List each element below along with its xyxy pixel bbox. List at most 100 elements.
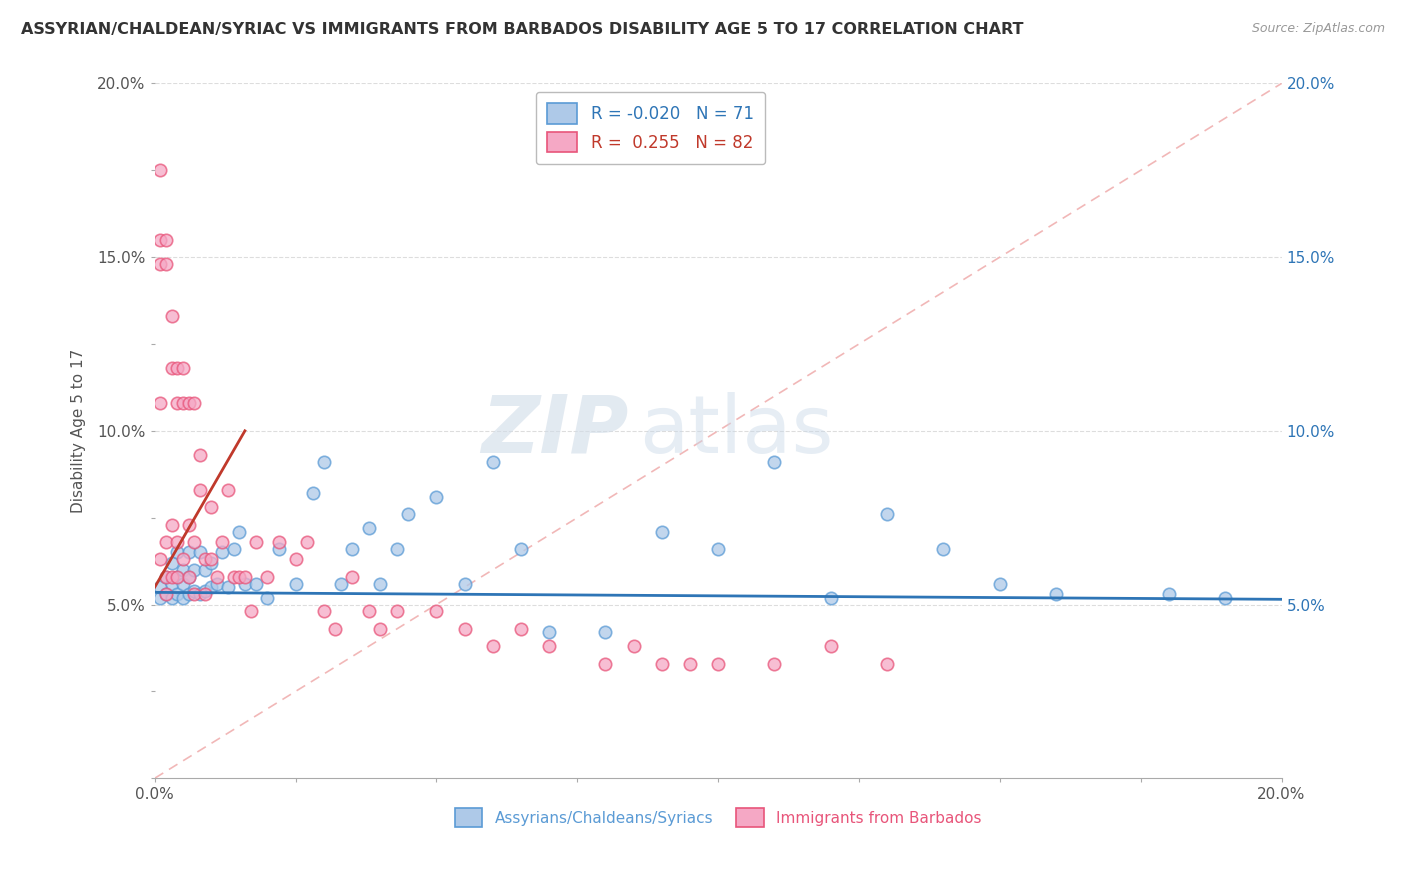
Point — [166, 361, 188, 376]
Point — [510, 541, 533, 556]
Point — [256, 570, 278, 584]
Point — [149, 163, 172, 178]
Point — [312, 605, 335, 619]
Point — [177, 396, 200, 410]
Point — [194, 552, 217, 566]
Point — [149, 233, 172, 247]
Point — [160, 361, 183, 376]
Point — [149, 580, 172, 594]
Point — [172, 552, 194, 566]
Text: Source: ZipAtlas.com: Source: ZipAtlas.com — [1251, 22, 1385, 36]
Point — [228, 524, 250, 539]
Text: ZIP: ZIP — [481, 392, 628, 470]
Point — [160, 309, 183, 323]
Point — [205, 576, 228, 591]
Point — [160, 517, 183, 532]
Point — [623, 639, 645, 653]
Point — [245, 535, 267, 549]
Point — [155, 587, 177, 601]
Point — [149, 552, 172, 566]
Point — [1045, 587, 1067, 601]
Y-axis label: Disability Age 5 to 17: Disability Age 5 to 17 — [72, 349, 86, 513]
Point — [177, 587, 200, 601]
Point — [538, 625, 561, 640]
Point — [160, 570, 183, 584]
Point — [166, 570, 188, 584]
Point — [166, 545, 188, 559]
Point — [425, 605, 447, 619]
Point — [368, 576, 391, 591]
Point — [396, 507, 419, 521]
Point — [160, 591, 183, 605]
Point — [256, 591, 278, 605]
Point — [200, 500, 222, 515]
Point — [200, 556, 222, 570]
Point — [820, 639, 842, 653]
Point — [188, 587, 211, 601]
Point — [222, 570, 245, 584]
Point — [155, 257, 177, 271]
Point — [166, 396, 188, 410]
Point — [763, 657, 786, 671]
Point — [385, 541, 408, 556]
Point — [1157, 587, 1180, 601]
Point — [233, 570, 256, 584]
Point — [217, 483, 239, 497]
Point — [538, 639, 561, 653]
Point — [188, 545, 211, 559]
Point — [267, 535, 290, 549]
Point — [820, 591, 842, 605]
Point — [211, 535, 233, 549]
Point — [177, 517, 200, 532]
Point — [194, 563, 217, 577]
Point — [357, 521, 380, 535]
Point — [312, 455, 335, 469]
Point — [267, 541, 290, 556]
Point — [453, 622, 475, 636]
Point — [149, 591, 172, 605]
Point — [172, 396, 194, 410]
Point — [194, 587, 217, 601]
Point — [301, 486, 323, 500]
Point — [329, 576, 352, 591]
Point — [245, 576, 267, 591]
Point — [172, 563, 194, 577]
Point — [876, 657, 898, 671]
Point — [177, 545, 200, 559]
Point — [183, 563, 205, 577]
Point — [183, 587, 205, 601]
Point — [172, 591, 194, 605]
Point — [651, 657, 673, 671]
Point — [205, 570, 228, 584]
Point — [155, 570, 177, 584]
Point — [155, 233, 177, 247]
Point — [323, 622, 346, 636]
Point — [763, 455, 786, 469]
Point — [651, 524, 673, 539]
Point — [160, 576, 183, 591]
Point — [510, 622, 533, 636]
Point — [707, 541, 730, 556]
Point — [679, 657, 702, 671]
Point — [1213, 591, 1236, 605]
Point — [340, 570, 363, 584]
Text: ASSYRIAN/CHALDEAN/SYRIAC VS IMMIGRANTS FROM BARBADOS DISABILITY AGE 5 TO 17 CORR: ASSYRIAN/CHALDEAN/SYRIAC VS IMMIGRANTS F… — [21, 22, 1024, 37]
Point — [160, 556, 183, 570]
Point — [425, 490, 447, 504]
Point — [188, 448, 211, 462]
Point — [284, 552, 307, 566]
Point — [188, 483, 211, 497]
Point — [200, 552, 222, 566]
Legend: Assyrians/Chaldeans/Syriacs, Immigrants from Barbados: Assyrians/Chaldeans/Syriacs, Immigrants … — [449, 802, 987, 833]
Point — [166, 570, 188, 584]
Point — [233, 576, 256, 591]
Point — [284, 576, 307, 591]
Point — [177, 570, 200, 584]
Point — [295, 535, 318, 549]
Point — [183, 396, 205, 410]
Point — [166, 535, 188, 549]
Point — [155, 570, 177, 584]
Point — [155, 587, 177, 601]
Point — [222, 541, 245, 556]
Point — [595, 657, 617, 671]
